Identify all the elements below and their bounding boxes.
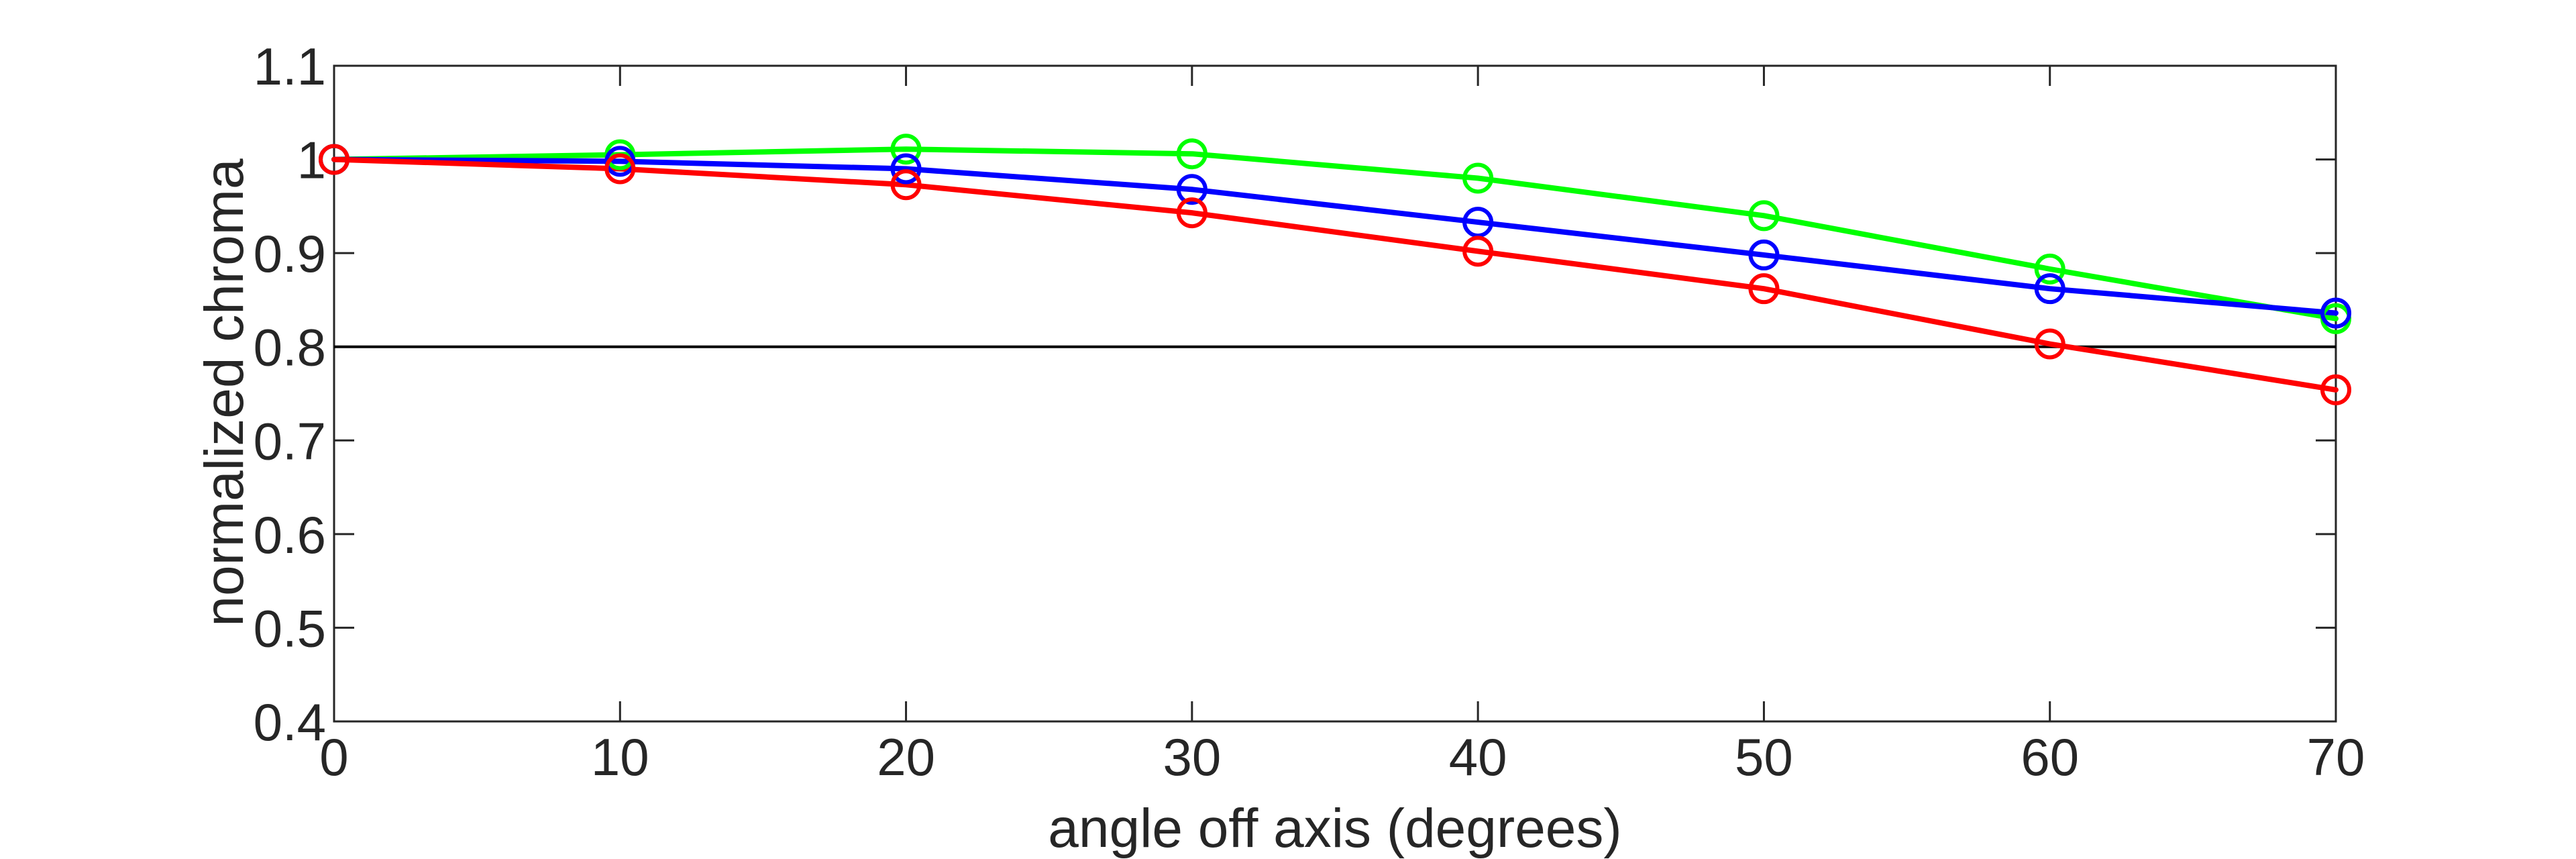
data-point (2320, 297, 2351, 329)
x-tick-label: 30 (1163, 727, 1221, 787)
data-point (1176, 197, 1208, 229)
y-tick-label: 0.9 (254, 224, 326, 283)
data-point (2034, 253, 2065, 285)
data-point (319, 144, 350, 175)
y-tick-label: 0.4 (254, 693, 326, 752)
x-tick-label: 10 (591, 727, 649, 787)
series-line (331, 156, 2339, 393)
x-tick-label: 0 (319, 727, 348, 787)
data-point (890, 153, 922, 185)
y-tick-label: 0.7 (254, 411, 326, 470)
x-tick-label: 20 (877, 727, 935, 787)
y-tick-label: 0.8 (254, 318, 326, 377)
data-point (2320, 374, 2351, 405)
data-point (890, 169, 922, 201)
data-point (1176, 138, 1208, 170)
x-tick-label: 40 (1449, 727, 1507, 787)
series-line (331, 146, 2339, 321)
series-line (331, 156, 2339, 316)
y-tick-label: 1.1 (254, 37, 326, 96)
plot-layer: 0 10 20 30 40 50 60 700.40.50.60.70.80.911.1 (254, 37, 2365, 787)
x-tick-label: 60 (2021, 727, 2079, 787)
y-tick-label: 0.6 (254, 505, 326, 564)
data-point (604, 153, 636, 185)
data-point (1748, 273, 1780, 305)
x-tick-label: 70 (2307, 727, 2365, 787)
data-point (1462, 207, 1494, 238)
data-point (2034, 273, 2065, 305)
data-point (1748, 239, 1780, 270)
x-tick-label: 50 (1735, 727, 1793, 787)
data-point (2034, 328, 2065, 360)
plot-frame (333, 64, 2337, 723)
data-point (1462, 236, 1494, 267)
x-axis-label: angle off axis (degrees) (1048, 798, 1621, 859)
y-tick-label: 0.5 (254, 599, 326, 658)
data-point (1176, 174, 1208, 205)
data-point (890, 134, 922, 165)
data-point (1748, 200, 1780, 232)
y-axis-label: normalized chroma (194, 158, 255, 627)
data-point (1462, 162, 1494, 194)
